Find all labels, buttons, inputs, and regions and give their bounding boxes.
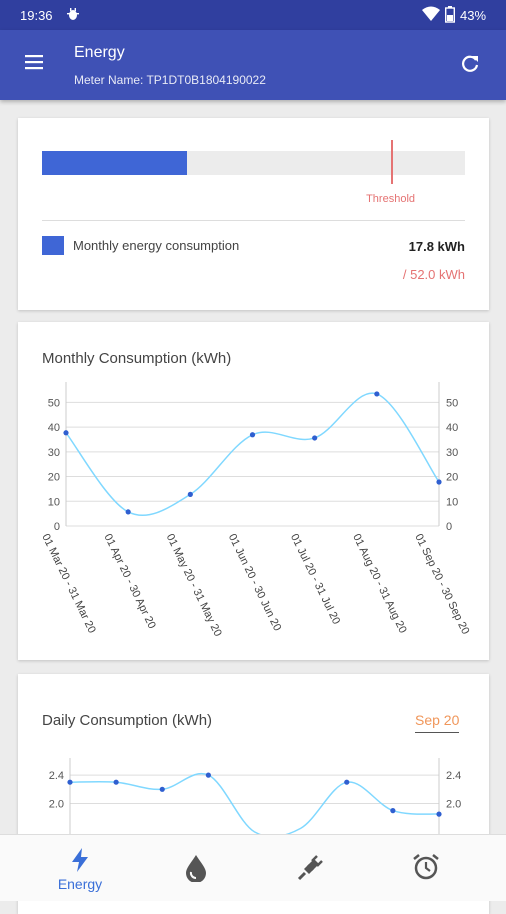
bolt-icon	[72, 848, 88, 872]
consumption-value: 17.8 kWh	[408, 239, 465, 254]
bottom-nav: Energy	[0, 834, 506, 901]
menu-icon[interactable]	[24, 54, 46, 74]
nav-plug[interactable]	[248, 835, 374, 901]
data-point	[113, 779, 119, 785]
threshold-marker	[390, 140, 393, 184]
nav-energy-label: Energy	[57, 876, 103, 892]
y-tick-label-left: 2.0	[49, 799, 64, 811]
y-tick-label-right: 40	[446, 422, 458, 434]
notification-bug-icon	[66, 7, 80, 24]
y-tick-label-left: 10	[48, 496, 60, 508]
y-tick-label-right: 10	[446, 496, 458, 508]
data-point	[67, 779, 73, 785]
y-tick-label-left: 2.4	[49, 770, 64, 782]
battery-icon	[444, 6, 456, 26]
divider	[42, 220, 465, 221]
battery-percent: 43%	[460, 8, 487, 23]
legend-swatch	[42, 236, 64, 255]
monthly-chart: 0 0 10 10 20 20 30 30 40 40 50 50 01 Mar 20 - 31 Mar…	[39, 382, 471, 638]
y-tick-label-left: 30	[48, 447, 60, 459]
daily-chart: 2.0 2.0 2.4 2.4	[49, 758, 461, 839]
x-tick-label: 01 Mar 20 - 31 Mar 20	[39, 532, 97, 635]
monthly-chart-card: Monthly Consumption (kWh) 0 0 10 10 20 20 30 30…	[18, 322, 489, 660]
data-point	[374, 391, 380, 397]
series-line	[69, 772, 440, 838]
data-point	[125, 509, 131, 515]
y-tick-label-right: 0	[446, 521, 452, 533]
daily-chart-title: Daily Consumption (kWh)	[42, 712, 213, 729]
status-bar: 19:36 43%	[0, 0, 506, 30]
threshold-label: Threshold	[366, 193, 416, 205]
usage-card: Threshold Monthly energy consumption 17.…	[18, 118, 489, 310]
data-point	[344, 779, 350, 785]
meter-name: Meter Name: TP1DT0B1804190022	[74, 73, 266, 87]
threshold-value: / 52.0 kWh	[402, 267, 465, 282]
status-time: 19:36	[20, 8, 53, 23]
legend-label: Monthly energy consumption	[73, 238, 240, 253]
data-point	[249, 432, 256, 438]
plug-icon	[297, 855, 323, 881]
x-tick-label: 01 Apr 20 - 30 Apr 20	[101, 532, 157, 631]
y-tick-label-right: 20	[446, 472, 458, 484]
y-tick-label-left: 20	[48, 472, 60, 484]
nav-alarm[interactable]	[363, 835, 489, 901]
data-point	[390, 808, 396, 814]
data-point	[205, 772, 211, 778]
water-drop-icon	[186, 855, 206, 882]
usage-bar-fill	[42, 151, 187, 175]
y-tick-label-right: 2.0	[446, 799, 461, 811]
data-point	[187, 491, 193, 497]
data-point	[436, 811, 442, 817]
page-title: Energy	[74, 44, 125, 61]
y-tick-label-right: 50	[446, 397, 458, 409]
usage-bar-track	[42, 151, 465, 175]
refresh-icon[interactable]	[458, 52, 482, 76]
y-tick-label-left: 40	[48, 422, 60, 434]
alarm-clock-icon	[413, 854, 439, 880]
x-tick-label: 01 Aug 20 - 31 Aug 20	[350, 532, 409, 635]
data-point	[159, 786, 165, 792]
nav-energy[interactable]: Energy	[17, 835, 143, 901]
x-tick-label: 01 Jun 20 - 30 Jun 20	[226, 532, 283, 633]
series-line	[65, 392, 440, 517]
data-point	[436, 479, 442, 485]
data-point	[63, 430, 69, 436]
wifi-icon	[422, 6, 440, 25]
monthly-chart-title: Monthly Consumption (kWh)	[42, 350, 232, 367]
y-tick-label-right: 2.4	[446, 770, 461, 782]
data-point	[312, 435, 318, 441]
y-tick-label-right: 30	[446, 447, 458, 459]
nav-water[interactable]	[133, 835, 259, 901]
month-selector[interactable]: Sep 20	[415, 712, 460, 733]
y-tick-label-left: 0	[54, 521, 60, 533]
y-tick-label-left: 50	[48, 397, 60, 409]
x-tick-label: 01 Sep 20 - 30 Sep 20	[412, 532, 471, 636]
x-tick-label: 01 May 20 - 31 May 20	[164, 532, 224, 638]
app-bar: Energy Meter Name: TP1DT0B1804190022	[0, 30, 506, 100]
x-tick-label: 01 Jul 20 - 31 Jul 20	[288, 532, 342, 626]
